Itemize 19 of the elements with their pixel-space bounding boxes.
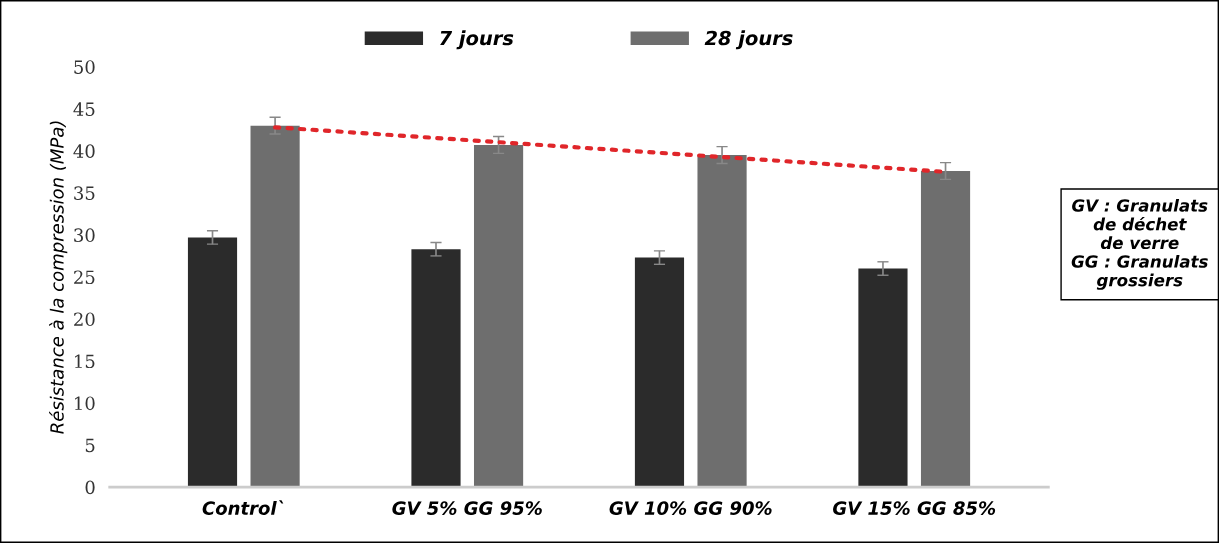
x-tick-label: GV 15% GG 85% [833,501,996,515]
legend-label: 28 jours [704,30,793,50]
text: GV : Granulats de déchet de verre GG : Granulats grossiers [1071,198,1208,290]
y-tick-label: 25 [74,270,95,285]
legend-label: 7 jours [440,30,514,50]
y-tick-label: 50 [74,60,95,74]
y-tick-label: 30 [74,228,95,243]
x-tick-label: GV 10% GG 90% [609,501,772,515]
y-tick-label: 35 [74,186,95,200]
y-tick-label: 40 [73,144,95,158]
y-tick-label: 45 [73,102,95,116]
y-tick-label: 20 [74,312,95,327]
y-tick-label: 15 [75,354,95,369]
y-tick-label: 0 [85,480,95,495]
x-tick-label: Control` [202,500,284,515]
y-tick-label: 10 [75,396,95,411]
y-tick-label: 5 [85,438,95,453]
y-axis-title: Résistance à la compression (MPa) [49,121,68,434]
x-tick-label: GV 5% GG 95% [392,501,542,515]
